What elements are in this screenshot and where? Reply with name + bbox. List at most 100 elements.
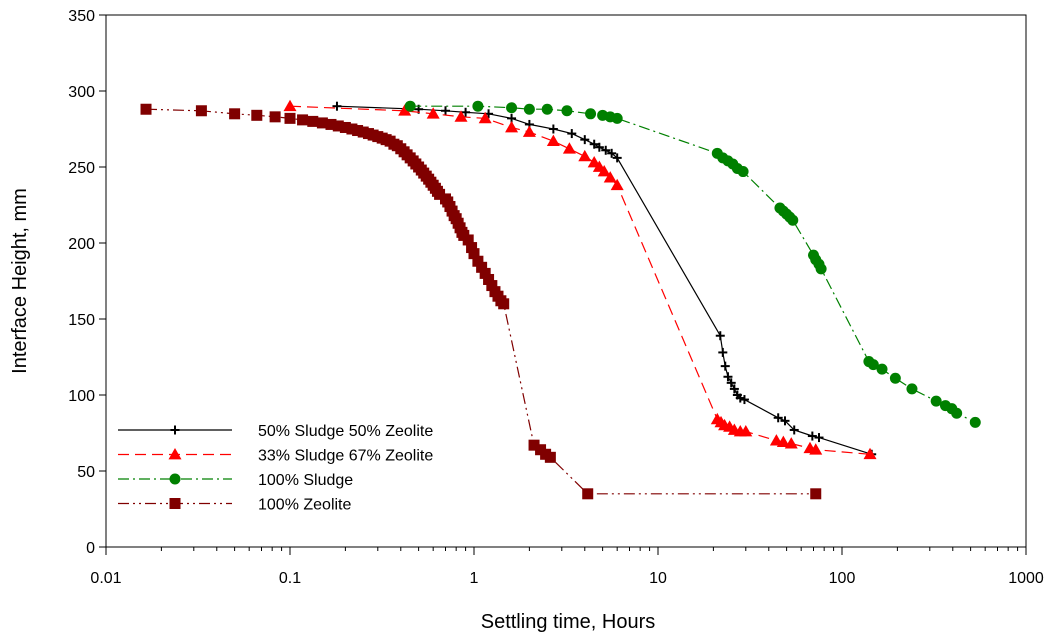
data-point (561, 105, 573, 117)
legend-label: 100% Sludge (258, 472, 353, 489)
x-axis-title: Settling time, Hours (481, 611, 656, 633)
plot-frame (105, 14, 1027, 548)
data-point (546, 134, 560, 147)
data-point (269, 111, 281, 123)
data-point (478, 111, 492, 124)
data-point (578, 149, 592, 162)
data-point (610, 178, 624, 191)
data-point (715, 331, 725, 341)
data-point (735, 393, 745, 403)
data-point (787, 214, 799, 226)
data-point (723, 372, 733, 382)
y-tick-label: 200 (68, 236, 95, 253)
series-2 (283, 99, 877, 460)
data-point (906, 383, 918, 395)
data-point (597, 165, 611, 177)
series-line (145, 108, 816, 495)
data-point (195, 105, 207, 117)
data-point (580, 135, 590, 145)
data-point (284, 112, 296, 124)
data-point (479, 267, 491, 279)
data-point (784, 437, 798, 449)
legend-marker (169, 473, 181, 485)
data-point (603, 171, 617, 183)
data-point (589, 139, 599, 149)
data-point (476, 261, 488, 273)
y-tick-label: 300 (68, 84, 95, 101)
data-point (505, 120, 519, 133)
data-point (462, 234, 474, 246)
data-point (316, 117, 328, 129)
data-point (776, 435, 790, 447)
data-point (773, 413, 783, 423)
data-point (739, 424, 753, 437)
data-point (434, 188, 446, 200)
data-point (807, 431, 817, 441)
data-point (815, 263, 827, 275)
data-point (594, 142, 604, 152)
data-point (522, 125, 536, 137)
data-point (867, 359, 879, 371)
data-point (398, 104, 412, 116)
data-point (612, 153, 622, 163)
data-point (720, 361, 730, 371)
data-point (809, 443, 823, 455)
data-point (440, 106, 450, 116)
x-tick-label: 1 (470, 570, 479, 587)
x-tick-label: 10 (649, 570, 667, 587)
data-point (601, 145, 611, 155)
data-point (466, 242, 478, 254)
legend-entry: 100% Zeolite (118, 497, 351, 514)
data-point (814, 433, 824, 443)
legend-entry: 100% Sludge (118, 472, 353, 489)
data-point (404, 100, 416, 112)
data-point (585, 108, 597, 120)
data-point (498, 298, 510, 310)
data-point (739, 395, 749, 405)
data-point (523, 103, 535, 115)
data-point (969, 416, 981, 428)
data-point (352, 125, 364, 137)
data-point (426, 107, 440, 119)
data-point (541, 103, 553, 115)
data-point (472, 100, 484, 112)
legend-entry: 33% Sludge 67% Zeolite (118, 448, 433, 465)
data-point (454, 110, 468, 122)
data-point (718, 347, 728, 357)
data-point (307, 115, 319, 127)
data-point (332, 120, 344, 132)
data-point (468, 248, 480, 260)
data-point (325, 118, 337, 130)
data-point (863, 447, 877, 460)
legend-label: 33% Sludge 67% Zeolite (258, 448, 433, 465)
data-point (332, 101, 342, 111)
series-line (410, 105, 976, 423)
data-point (283, 99, 297, 112)
data-point (544, 451, 556, 463)
data-point (140, 103, 152, 115)
data-point (726, 378, 736, 388)
data-point (251, 109, 263, 121)
legend-marker (168, 448, 182, 460)
data-point (486, 280, 498, 292)
series-3 (404, 100, 981, 428)
y-axis-title: Interface Height, mm (9, 188, 31, 374)
data-point (461, 107, 471, 117)
data-point (472, 255, 484, 267)
y-tick-label: 250 (68, 160, 95, 177)
data-point (483, 273, 495, 285)
data-point (737, 166, 749, 178)
x-tick-label: 100 (829, 570, 856, 587)
data-point (562, 142, 576, 154)
legend-marker (170, 425, 180, 435)
data-point (607, 148, 617, 158)
legend-label: 50% Sludge 50% Zeolite (258, 423, 433, 440)
x-tick-label: 0.1 (279, 570, 301, 587)
data-point (528, 439, 540, 451)
data-point (876, 363, 888, 375)
data-point (729, 384, 739, 394)
plot-area: 0 50 100 150 200 250 300 350 0.01 0.1 1 10 100 1000 (68, 8, 1044, 587)
data-point (951, 407, 963, 419)
legend-marker (169, 498, 181, 509)
data-point (611, 112, 623, 124)
